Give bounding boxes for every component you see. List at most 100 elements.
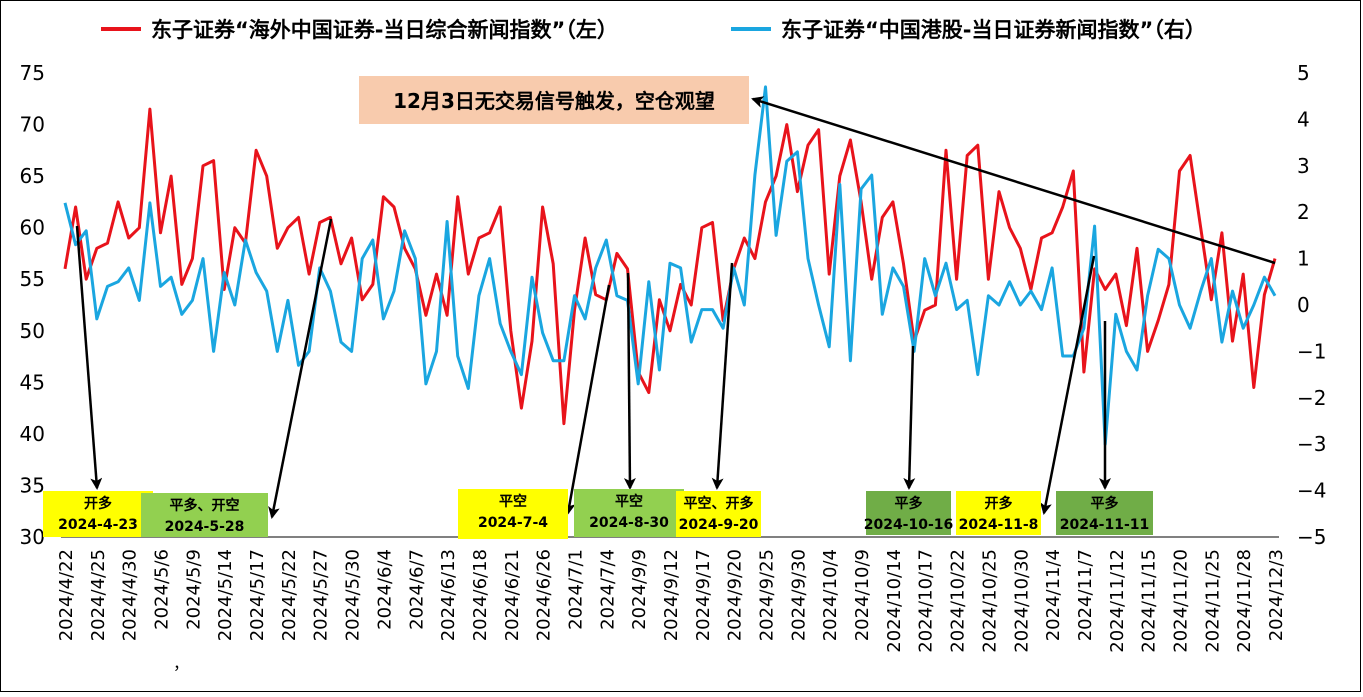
left-tick-label: 45 [20,370,45,394]
signal-label: 平空 [615,493,643,510]
x-tick-label: 2024/11/28 [1234,549,1255,653]
signal-box-bg [956,491,1041,535]
x-tick-label: 2024/5/6 [152,549,173,630]
signal-date: 2024-11-11 [1060,517,1150,533]
x-tick-label: 2024/5/22 [279,549,300,641]
signal-date: 2024-9-20 [679,517,759,533]
x-tick-label: 2024/11/15 [1139,549,1160,653]
annotation-box [359,76,749,124]
signal-arrow [563,284,611,515]
x-tick-label: 2024/9/25 [757,549,778,641]
signal-box-bg [574,489,684,537]
x-tick-label: 2024/9/20 [725,549,746,641]
right-tick-label: 5 [1297,61,1310,85]
x-tick-label: 2024/9/12 [661,549,682,641]
x-tick-label: 2024/10/17 [916,549,937,653]
right-tick-label: −2 [1297,386,1326,410]
x-tick-label: 2024/5/17 [247,549,268,641]
x-tick-label: 2024/9/17 [693,549,714,641]
x-tick-label: 2024/7/1 [565,549,586,630]
series-line-left [63,107,1277,426]
left-tick-label: 30 [20,525,45,549]
x-tick-label: 2024/6/4 [374,549,395,630]
signal-boxes: 开多 2024-4-23 平多、开空 2024-5-28 平空 2024-7-4 平空 202… [43,489,1153,539]
x-tick-label: 2024/11/20 [1170,549,1191,653]
signal-box: 平空 2024-8-30 [574,489,684,537]
signal-label: 平多、开空 [170,497,240,514]
x-tick-label: 2024/10/25 [979,549,1000,653]
legend-label-left-series: 东子证券“海外中国证券-当日综合新闻指数”（左） [151,18,618,42]
x-tick-label: 2024/9/30 [788,549,809,641]
signal-box-bg [458,489,568,539]
annotation-callout: 12月3日无交易信号触发，空仓观望 [359,76,749,124]
left-tick-label: 55 [20,267,45,291]
left-tick-label: 40 [20,422,45,446]
x-tick-label: 2024/7/4 [597,549,618,630]
x-tick-label: 2024/4/25 [88,549,109,641]
right-tick-label: −3 [1297,432,1326,456]
signal-box: 开多 2024-4-23 [43,491,153,537]
x-tick-label: 2024/5/27 [311,549,332,641]
signal-box: 平多、开空 2024-5-28 [141,493,268,537]
x-tick-label: 2024/10/30 [1011,549,1032,653]
signal-arrow [903,345,916,490]
left-tick-label: 35 [20,473,45,497]
left-tick-label: 70 [20,113,45,137]
x-tick-label: 2024/9/9 [629,549,650,630]
signal-label: 开多 [985,495,1013,512]
signal-date: 2024-7-4 [478,515,548,531]
signal-box: 平多 2024-10-16 [864,491,954,535]
x-tick-label: 2024/6/13 [438,549,459,641]
left-tick-label: 60 [20,216,45,240]
left-tick-label: 50 [20,319,45,343]
signal-label: 平空、开多 [684,495,754,512]
series-group [63,85,1277,446]
x-tick-label: 2024/10/4 [820,549,841,641]
signal-label: 开多 [84,495,112,512]
signal-date: 2024-11-8 [959,517,1039,533]
signal-box-bg [866,491,951,535]
signal-box-bg [141,493,268,537]
signal-date: 2024-8-30 [589,515,669,531]
right-axis-ticks: −5 −4 −3 −2 −1 0 1 2 3 4 5 [1297,61,1326,549]
signal-arrow [75,225,103,490]
left-tick-label: 75 [20,61,45,85]
signal-arrow [268,218,333,519]
signal-box-bg [1056,491,1153,535]
signal-box: 平空、开多 2024-9-20 [676,491,761,537]
signal-box: 平多 2024-11-11 [1056,491,1153,535]
x-tick-label: 2024/4/22 [56,549,77,641]
signal-date: 2024-10-16 [864,517,954,533]
signal-arrow [623,272,636,490]
x-tick-label: 2024/11/7 [1075,549,1096,641]
signal-box-bg [43,491,153,537]
x-tick-label: 2024/11/4 [1043,549,1064,641]
signal-box-bg [676,491,761,537]
signal-date: 2024-5-28 [165,519,245,535]
x-tick-label: 2024/11/12 [1107,549,1128,653]
x-tick-label: 2024/6/18 [470,549,491,641]
stray-comma-mark: ， [173,654,189,673]
signal-arrows [75,96,1276,519]
signal-arrow [711,262,734,490]
legend-label-right-series: 东子证券“中国港股-当日证券新闻指数”（右） [781,18,1206,42]
x-tick-label: 2024/11/25 [1202,549,1223,653]
right-tick-label: 3 [1297,154,1310,178]
left-tick-label: 65 [20,164,45,188]
x-tick-label: 2024/5/30 [343,549,364,641]
series-line-right [63,85,1277,446]
x-axis-ticks: 2024/4/22 2024/4/25 2024/4/30 2024/5/6 2024/… [56,549,1287,653]
annotation-arrow [751,96,1276,265]
x-tick-label: 2024/12/3 [1266,549,1287,641]
annotation-text: 12月3日无交易信号触发，空仓观望 [393,89,715,113]
x-tick-label: 2024/10/22 [948,549,969,653]
signal-label: 平空 [499,493,527,510]
right-tick-label: −1 [1297,339,1326,363]
right-tick-label: −4 [1297,479,1326,503]
left-axis-ticks: 30 35 40 45 50 55 60 65 70 75 [20,61,45,549]
x-tick-label: 2024/10/9 [852,549,873,641]
right-tick-label: 1 [1297,247,1310,271]
x-tick-label: 2024/6/7 [406,549,427,630]
